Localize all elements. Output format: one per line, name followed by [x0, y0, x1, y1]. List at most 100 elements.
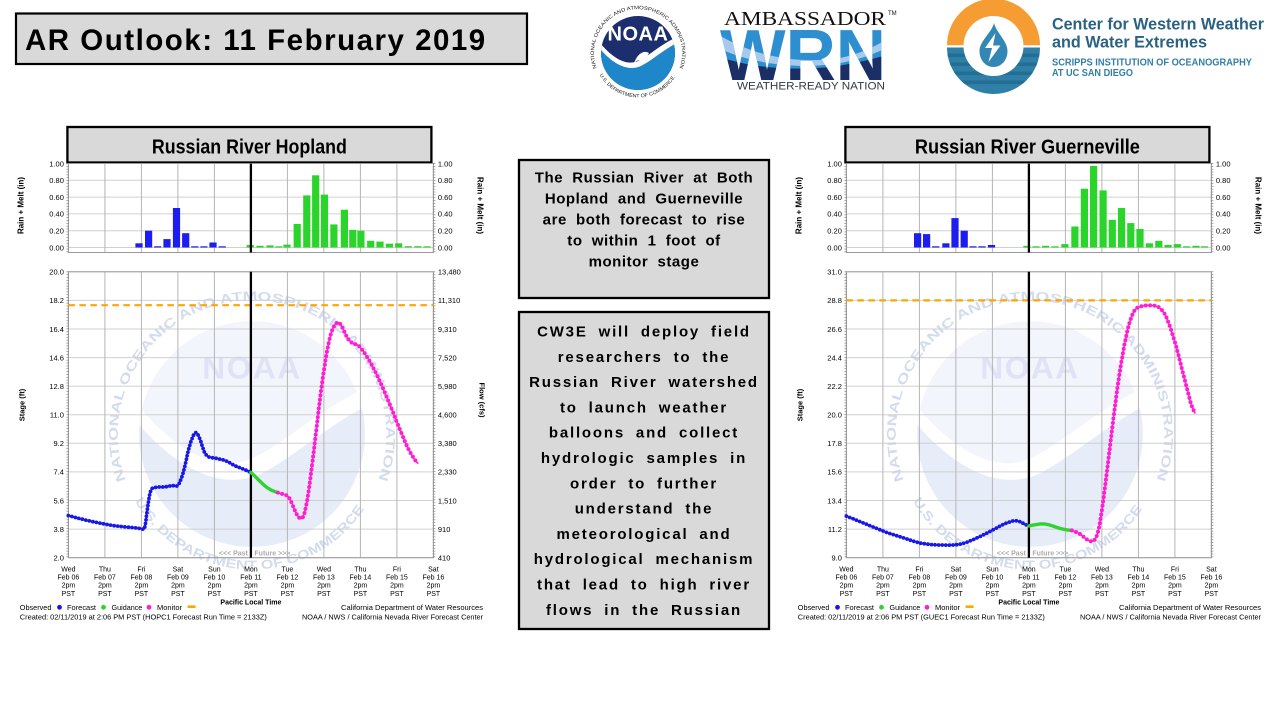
svg-text:PST: PST [876, 591, 890, 598]
svg-text:Feb 10: Feb 10 [204, 575, 226, 582]
svg-text:PST: PST [427, 591, 441, 598]
svg-text:11.2: 11.2 [828, 525, 842, 534]
svg-text:14.6: 14.6 [49, 353, 64, 362]
svg-text:Feb 12: Feb 12 [277, 575, 299, 582]
svg-text:Center for Western Weather: Center for Western Weather [1052, 15, 1264, 34]
svg-text:The Russian River at Both: The Russian River at Both [535, 170, 753, 187]
svg-text:7,520: 7,520 [438, 353, 457, 362]
svg-text:2pm: 2pm [876, 583, 890, 590]
svg-text:Created: 02/11/2019 at 2:06 PM: Created: 02/11/2019 at 2:06 PM PST (GUEC… [798, 613, 1045, 622]
svg-text:2pm: 2pm [281, 583, 295, 590]
svg-text:410: 410 [438, 554, 451, 563]
svg-text:PST: PST [171, 591, 185, 598]
svg-text:PST: PST [1095, 591, 1109, 598]
svg-text:<<< Past: <<< Past [997, 551, 1027, 558]
svg-text:Feb 14: Feb 14 [1128, 575, 1150, 582]
svg-text:PST: PST [354, 591, 368, 598]
svg-text:Feb 12: Feb 12 [1055, 575, 1077, 582]
svg-text:PST: PST [1022, 591, 1036, 598]
svg-text:2,330: 2,330 [438, 468, 457, 477]
svg-text:Feb 07: Feb 07 [94, 575, 116, 582]
svg-text:0.80: 0.80 [438, 176, 453, 185]
svg-text:2pm: 2pm [427, 583, 441, 590]
svg-text:0.40: 0.40 [49, 210, 64, 219]
svg-text:PST: PST [986, 591, 1000, 598]
svg-text:0.00: 0.00 [827, 243, 842, 252]
svg-text:Feb 11: Feb 11 [1018, 575, 1039, 582]
svg-text:Stage (ft): Stage (ft) [795, 388, 804, 421]
svg-text:Feb 08: Feb 08 [131, 575, 153, 582]
svg-text:12.8: 12.8 [49, 382, 64, 391]
svg-text:PST: PST [840, 591, 854, 598]
svg-text:Wed: Wed [61, 567, 75, 574]
svg-text:PST: PST [98, 591, 112, 598]
svg-text:2pm: 2pm [317, 583, 331, 590]
svg-text:CW3E will deploy field: CW3E will deploy field [537, 324, 751, 341]
svg-text:PST: PST [913, 591, 927, 598]
svg-text:Feb 14: Feb 14 [350, 575, 372, 582]
svg-text:to within 1 foot of: to within 1 foot of [567, 233, 721, 250]
svg-text:Sun: Sun [208, 567, 221, 574]
svg-text:Thu: Thu [99, 567, 111, 574]
svg-text:28.8: 28.8 [827, 296, 842, 305]
svg-text:are both forecast to rise: are both forecast to rise [543, 212, 746, 229]
svg-text:26.6: 26.6 [827, 325, 842, 334]
svg-text:2pm: 2pm [1095, 583, 1109, 590]
svg-text:PST: PST [1059, 591, 1073, 598]
svg-text:understand the: understand the [575, 501, 714, 518]
svg-text:0.80: 0.80 [1216, 176, 1231, 185]
svg-text:Feb 15: Feb 15 [386, 575, 408, 582]
svg-text:5,980: 5,980 [438, 382, 457, 391]
svg-text:0.60: 0.60 [438, 193, 453, 202]
svg-text:Feb 06: Feb 06 [836, 575, 858, 582]
svg-text:0.40: 0.40 [438, 210, 453, 219]
svg-text:Sat: Sat [173, 567, 184, 574]
svg-text:0.40: 0.40 [827, 210, 842, 219]
svg-text:2pm: 2pm [1132, 583, 1146, 590]
svg-text:2.0: 2.0 [53, 554, 63, 563]
svg-text:20.0: 20.0 [49, 268, 64, 277]
svg-text:11.0: 11.0 [50, 411, 64, 420]
svg-text:Fri: Fri [1171, 567, 1180, 574]
svg-text:researchers to the: researchers to the [558, 349, 730, 366]
svg-text:Feb 08: Feb 08 [909, 575, 931, 582]
svg-text:Feb 13: Feb 13 [1091, 575, 1113, 582]
svg-text:PST: PST [317, 591, 331, 598]
svg-text:0.00: 0.00 [438, 243, 453, 252]
svg-text:0.20: 0.20 [827, 227, 842, 236]
svg-text:<<< Past: <<< Past [219, 551, 249, 558]
svg-text:4,600: 4,600 [438, 411, 457, 420]
svg-text:hydrologic samples in: hydrologic samples in [541, 450, 747, 467]
svg-text:flows in the Russian: flows in the Russian [546, 602, 742, 619]
svg-text:California Department of Water: California Department of Water Resources [1119, 603, 1261, 612]
svg-text:0.40: 0.40 [1216, 210, 1231, 219]
svg-text:2pm: 2pm [390, 583, 404, 590]
svg-text:Flow (cfs): Flow (cfs) [477, 382, 486, 418]
svg-text:16.4: 16.4 [49, 325, 64, 334]
svg-text:13,480: 13,480 [438, 268, 461, 277]
svg-text:PST: PST [281, 591, 295, 598]
svg-text:PST: PST [390, 591, 404, 598]
svg-text:Feb 16: Feb 16 [1201, 575, 1223, 582]
svg-text:0.60: 0.60 [49, 193, 64, 202]
svg-text:to launch weather: to launch weather [560, 399, 728, 416]
svg-text:AR Outlook: 11 February 2019: AR Outlook: 11 February 2019 [25, 24, 487, 57]
svg-text:2pm: 2pm [1205, 583, 1219, 590]
svg-text:17.8: 17.8 [827, 439, 842, 448]
svg-text:Russian River Hopland: Russian River Hopland [152, 136, 347, 159]
svg-text:Russian River Guerneville: Russian River Guerneville [915, 136, 1140, 159]
svg-text:PST: PST [208, 591, 222, 598]
svg-text:PST: PST [1205, 591, 1219, 598]
svg-text:Feb 13: Feb 13 [313, 575, 335, 582]
svg-text:PST: PST [1132, 591, 1146, 598]
svg-text:Observed: Observed [20, 603, 52, 612]
svg-text:Forecast: Forecast [67, 603, 97, 612]
svg-text:Future >>>: Future >>> [1032, 551, 1068, 558]
svg-text:Thu: Thu [877, 567, 889, 574]
svg-text:0.00: 0.00 [49, 243, 64, 252]
svg-text:13.4: 13.4 [827, 496, 842, 505]
svg-text:WEATHER-READY NATION: WEATHER-READY NATION [737, 81, 885, 93]
svg-text:Feb 07: Feb 07 [872, 575, 894, 582]
svg-text:AMBASSADOR: AMBASSADOR [724, 8, 887, 30]
svg-text:Thu: Thu [354, 567, 366, 574]
